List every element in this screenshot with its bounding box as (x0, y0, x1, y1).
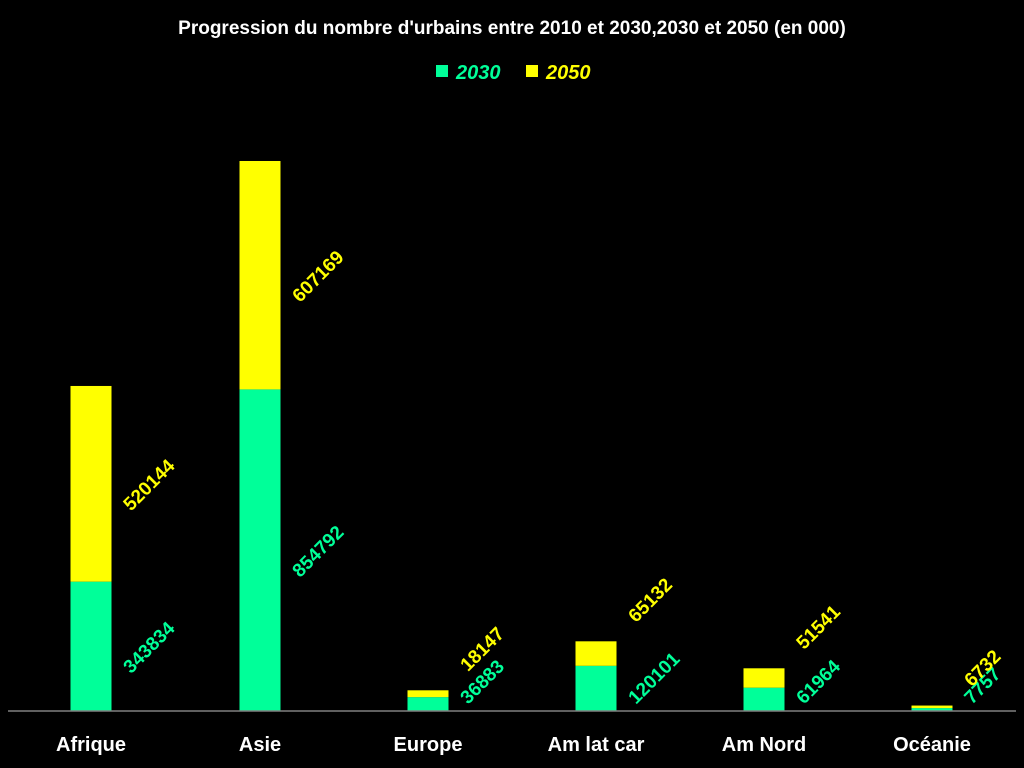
data-label-am-nord-2050: 51541 (793, 601, 846, 654)
data-label-am-lat-car-2030: 120101 (625, 649, 685, 709)
bar-am-lat-car-2050 (575, 641, 617, 666)
data-label-am-nord-2030: 61964 (793, 656, 846, 709)
data-label-asie-2030: 854792 (289, 522, 349, 582)
data-label-asie-2050: 607169 (289, 247, 349, 307)
data-label-afrique-2030: 343834 (120, 618, 180, 678)
bar-europe-2050 (407, 690, 449, 698)
bar-asie-2050 (239, 161, 281, 390)
chart-title: Progression du nombre d'urbains entre 20… (178, 18, 846, 39)
legend-swatch-2030 (436, 65, 448, 77)
x-axis-ticks: Afrique Asie Europe Am lat car Am Nord Océani… (56, 734, 971, 756)
data-label-am-lat-car-2050: 65132 (625, 575, 677, 627)
x-tick-am-lat-car: Am lat car (548, 734, 645, 756)
plot-area (70, 161, 953, 711)
x-tick-asie: Asie (239, 734, 281, 756)
legend: 2030 2050 (436, 62, 591, 84)
bar-am-nord-2050 (743, 668, 785, 688)
x-tick-afrique: Afrique (56, 734, 126, 756)
legend-label-2050: 2050 (545, 62, 591, 84)
data-label-afrique-2050: 520144 (120, 455, 180, 515)
x-tick-am-nord: Am Nord (722, 734, 806, 756)
x-tick-oceanie: Océanie (893, 734, 971, 756)
legend-label-2030: 2030 (455, 62, 501, 84)
bar-europe-2030 (407, 697, 449, 711)
bar-oceanie-2030 (911, 708, 953, 711)
legend-swatch-2050 (526, 65, 538, 77)
bar-am-nord-2030 (743, 687, 785, 711)
bar-am-lat-car-2030 (575, 665, 617, 711)
x-tick-europe: Europe (394, 734, 463, 756)
bar-asie-2030 (239, 389, 281, 711)
bar-afrique-2030 (70, 581, 112, 711)
bar-afrique-2050 (70, 385, 112, 582)
bar-oceanie-2050 (911, 705, 953, 709)
